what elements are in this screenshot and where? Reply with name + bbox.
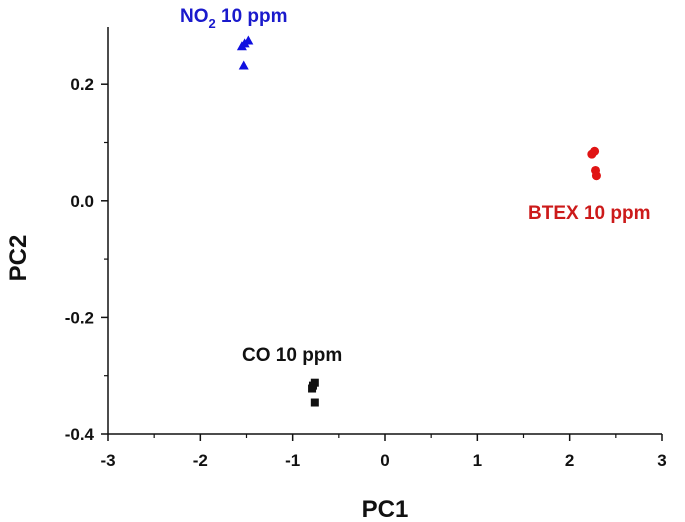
annotation-no2-main: NO — [180, 6, 209, 27]
annotation-btex: BTEX 10 ppm — [528, 203, 650, 224]
data-point-triangle — [236, 41, 247, 51]
y-ticks: -0.4 -0.2 0.0 0.2 — [65, 75, 108, 444]
x-tick-label: 1 — [473, 451, 482, 470]
data-point-circle — [587, 149, 597, 159]
annotation-no2-subscript: 2 — [209, 16, 216, 31]
data-point-triangle — [238, 60, 249, 70]
y-tick-label: 0.2 — [70, 75, 94, 94]
axes — [107, 27, 662, 435]
annotation-no2-rest: 10 ppm — [216, 6, 288, 27]
data-points — [236, 35, 601, 407]
x-tick-label: -2 — [193, 451, 208, 470]
annotation-co: CO 10 ppm — [242, 345, 342, 366]
x-tick-label: -1 — [285, 451, 300, 470]
data-point-circle — [591, 171, 601, 181]
x-tick-label: 2 — [565, 451, 574, 470]
x-tick-label: -3 — [100, 451, 115, 470]
y-axis-title: PC2 — [5, 235, 32, 282]
x-tick-label: 0 — [380, 451, 389, 470]
y-tick-label: -0.4 — [65, 425, 95, 444]
y-tick-label: 0.0 — [70, 192, 94, 211]
annotation-no2: NO2 10 ppm — [180, 6, 288, 31]
x-ticks: -3 -2 -1 0 1 2 3 — [100, 434, 667, 470]
y-tick-label: -0.2 — [65, 308, 94, 327]
x-axis-title: PC1 — [362, 496, 409, 522]
data-point-square — [308, 384, 317, 393]
x-tick-label: 3 — [657, 451, 666, 470]
data-point-square — [310, 398, 319, 407]
